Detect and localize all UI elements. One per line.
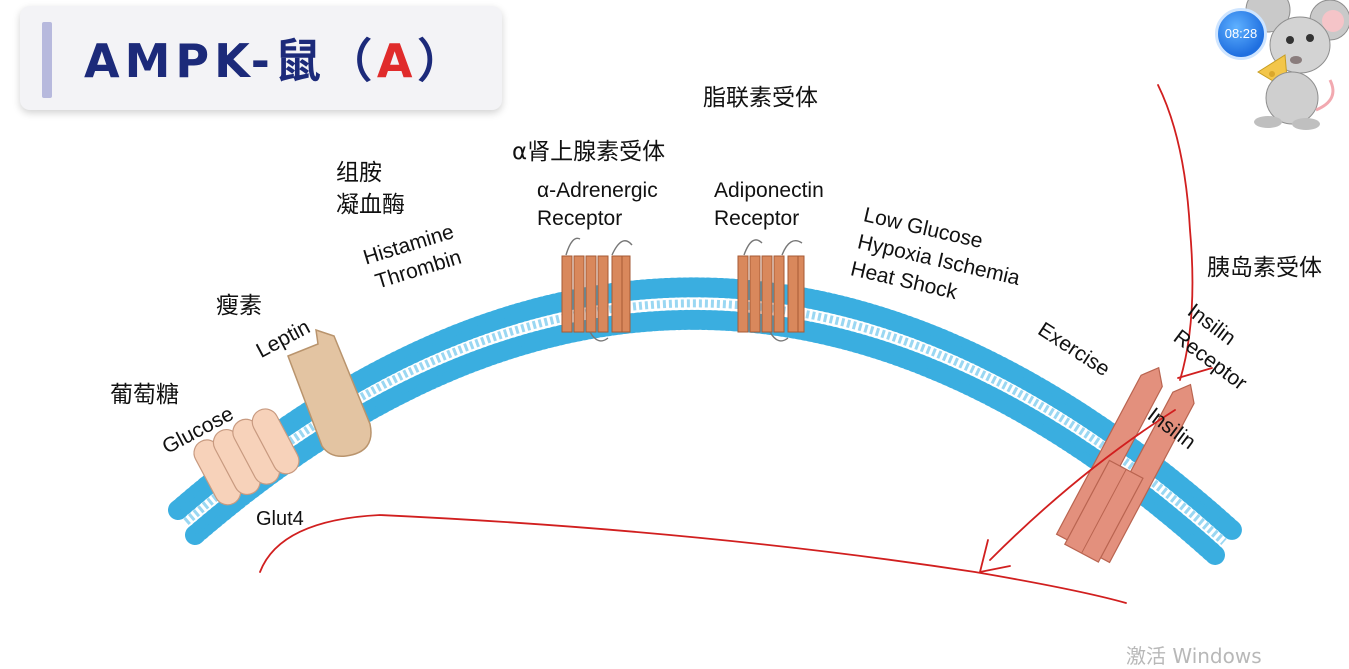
title-accent: A bbox=[376, 34, 418, 88]
label-alpha-adrenergic-en-line2: Receptor bbox=[537, 207, 623, 230]
adiponectin-receptor bbox=[737, 239, 805, 342]
label-alpha-adrenergic-en-line1: α-Adrenergic bbox=[537, 179, 658, 202]
label-glucose-zh: 葡萄糖 bbox=[110, 382, 179, 408]
label-adiponectin-en-line1: Adiponectin bbox=[714, 179, 824, 202]
label-leptin-zh: 瘦素 bbox=[216, 293, 262, 319]
leptin-receptor bbox=[287, 328, 372, 458]
membrane-mid-line bbox=[183, 299, 1227, 545]
annotation-tick bbox=[1177, 367, 1213, 379]
title-suffix: ） bbox=[417, 34, 469, 88]
annotation-strokes bbox=[259, 84, 1213, 604]
alpha-adrenergic-receptor bbox=[561, 237, 633, 342]
glut4-transporter bbox=[193, 408, 300, 506]
label-glut4: Glut4 bbox=[256, 508, 304, 530]
annotation-down-line bbox=[1157, 84, 1194, 381]
annotation-arrow-line bbox=[989, 409, 1176, 561]
annotation-arrow-head bbox=[978, 539, 1011, 574]
timer-badge: 08:28 bbox=[1215, 8, 1267, 60]
title-accent-bar bbox=[42, 22, 52, 98]
activation-watermark: 激活 Windows bbox=[1126, 644, 1262, 668]
label-adiponectin-en-line2: Receptor bbox=[714, 207, 800, 230]
annotation-arc bbox=[259, 514, 1127, 604]
label-insulin-receptor-zh: 胰岛素受体 bbox=[1207, 255, 1322, 281]
label-adiponectin-zh: 脂联素受体 bbox=[703, 85, 818, 111]
title-prefix: AMPK-鼠（ bbox=[84, 34, 377, 88]
page-title: AMPK-鼠（A） bbox=[84, 26, 468, 96]
label-histamine-zh: 组胺 bbox=[336, 160, 382, 186]
label-alpha-adrenergic-zh: α肾上腺素受体 bbox=[512, 139, 666, 165]
mouse-mascot-icon bbox=[1245, 0, 1349, 130]
timer-text: 08:28 bbox=[1224, 26, 1258, 41]
label-thrombin-zh: 凝血酶 bbox=[336, 192, 405, 218]
title-card: AMPK-鼠（A） bbox=[20, 6, 502, 110]
